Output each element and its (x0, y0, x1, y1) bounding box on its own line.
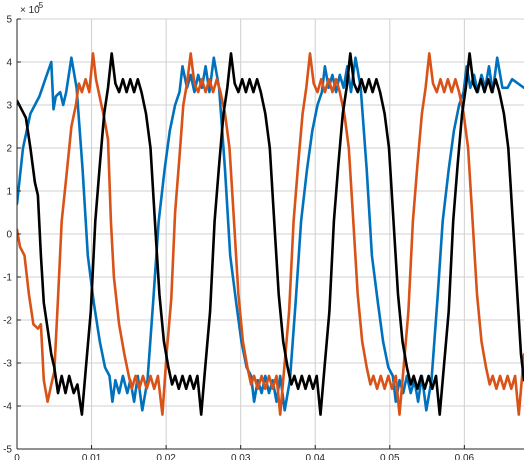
y-multiplier-exponent: -5 (36, 1, 44, 10)
y-tick-label: 1 (6, 187, 12, 198)
x-tick-label: 0.06 (455, 453, 475, 460)
y-tick-label: 4 (6, 58, 12, 69)
y-tick-label: 5 (6, 15, 12, 26)
y-tick-label: 3 (6, 101, 12, 112)
x-tick-label: 0 (14, 453, 20, 460)
x-tick-label: 0.01 (82, 453, 102, 460)
x-tick-label: 0.03 (231, 453, 251, 460)
y-tick-label: -5 (3, 445, 12, 456)
y-tick-label: 2 (6, 144, 12, 155)
y-tick-label: -2 (3, 316, 12, 327)
y-tick-label: -3 (3, 359, 12, 370)
x-tick-label: 0.04 (306, 453, 326, 460)
x-tick-label: 0.02 (156, 453, 176, 460)
y-tick-label: -4 (3, 402, 12, 413)
y-tick-label: 0 (6, 230, 12, 241)
y-tick-label: -1 (3, 273, 12, 284)
x-tick-label: 0.05 (380, 453, 400, 460)
